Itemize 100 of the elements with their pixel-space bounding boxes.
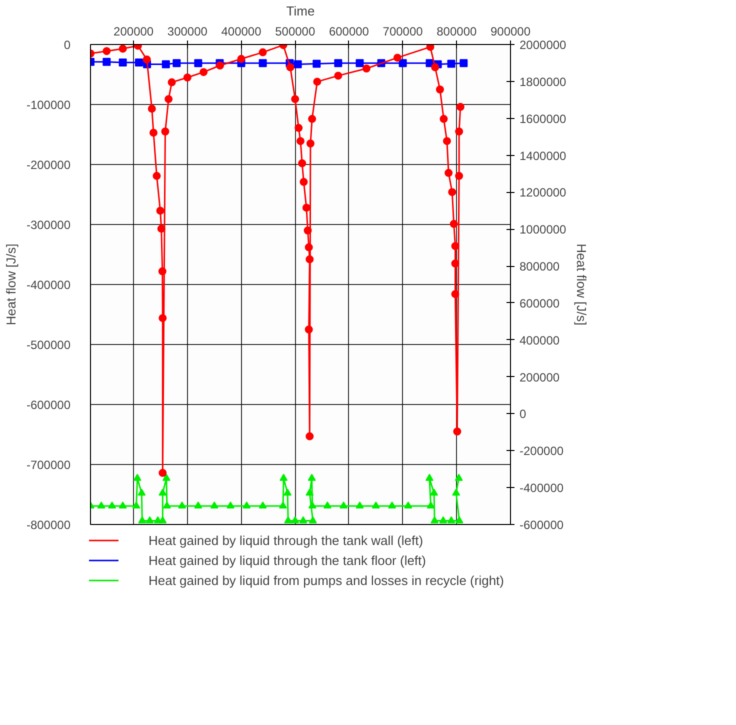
point xyxy=(425,474,434,481)
point xyxy=(294,124,303,132)
point xyxy=(306,255,314,264)
y2-tick-label: 200000 xyxy=(520,370,560,384)
point xyxy=(284,488,292,496)
point xyxy=(451,290,460,298)
y-tick-label: -600000 xyxy=(26,398,71,412)
point xyxy=(164,95,173,104)
point xyxy=(168,78,176,86)
point xyxy=(132,501,140,509)
point xyxy=(426,501,435,509)
point xyxy=(404,501,412,509)
y2-tick-label: -400000 xyxy=(520,481,564,496)
point xyxy=(430,516,439,524)
point xyxy=(158,314,167,322)
point xyxy=(279,501,287,509)
point xyxy=(226,501,234,509)
point xyxy=(313,78,322,86)
y2-tick-label: -200000 xyxy=(520,444,564,458)
point xyxy=(439,516,448,524)
point xyxy=(134,58,143,66)
point xyxy=(323,501,332,509)
legend-label: Heat gained by liquid from pumps and losses in recycle (right) xyxy=(148,572,504,588)
point xyxy=(178,501,186,509)
point xyxy=(306,432,314,440)
point xyxy=(242,501,251,509)
point xyxy=(286,63,294,72)
point xyxy=(306,140,314,148)
point xyxy=(118,58,127,66)
y2-tick-label: -600000 xyxy=(520,518,564,532)
point xyxy=(291,95,300,104)
point xyxy=(454,474,463,481)
point xyxy=(118,44,127,53)
point xyxy=(334,72,342,80)
point xyxy=(362,64,370,72)
point xyxy=(284,516,292,524)
point xyxy=(133,474,142,481)
point xyxy=(436,86,444,94)
point xyxy=(356,501,364,509)
x-tick-label: 700000 xyxy=(382,24,424,38)
point xyxy=(426,44,434,51)
point xyxy=(161,128,170,136)
x-tick-label: 900000 xyxy=(490,24,531,38)
point xyxy=(308,516,317,524)
legend-label: Heat gained by liquid through the tank floor (left) xyxy=(148,552,426,568)
point xyxy=(450,220,458,228)
point xyxy=(304,243,313,252)
point xyxy=(431,63,440,72)
y2-tick-label: 400000 xyxy=(520,333,560,348)
point xyxy=(162,474,170,481)
point xyxy=(216,62,224,70)
point xyxy=(158,488,167,496)
point xyxy=(258,501,267,509)
point xyxy=(455,172,464,180)
point xyxy=(102,47,111,56)
point xyxy=(97,501,106,509)
point xyxy=(298,159,306,168)
x-tick-label: 400000 xyxy=(221,24,262,38)
point xyxy=(291,516,300,524)
point xyxy=(304,226,312,234)
point xyxy=(308,474,316,481)
y2-tick-label: 1400000 xyxy=(520,148,567,163)
y2-tick-label: 1000000 xyxy=(520,222,567,237)
point xyxy=(451,242,460,250)
y-tick-label: -700000 xyxy=(26,458,71,472)
point xyxy=(299,516,308,524)
point xyxy=(442,137,451,146)
point xyxy=(162,501,171,509)
point xyxy=(455,128,464,136)
y2-tick-label: 1800000 xyxy=(520,74,567,89)
point xyxy=(302,204,310,212)
point xyxy=(388,501,396,509)
point xyxy=(158,468,167,477)
point xyxy=(280,474,288,481)
point xyxy=(460,59,468,68)
y2-tick-label: 1200000 xyxy=(520,186,567,200)
y2-tick-label: 800000 xyxy=(520,260,560,274)
y-tick-label: 0 xyxy=(64,38,71,52)
x-tick-label: 600000 xyxy=(328,24,370,38)
y-axis-title: Heat flow [J/s] xyxy=(3,244,18,326)
point xyxy=(430,488,438,496)
y-tick-label: -800000 xyxy=(26,518,71,532)
point xyxy=(294,60,302,68)
point xyxy=(452,488,460,496)
point xyxy=(138,516,146,524)
point xyxy=(306,488,314,496)
point xyxy=(194,59,202,68)
point xyxy=(304,326,313,334)
legend-label: Heat gained by liquid through the tank wall (left) xyxy=(148,532,424,548)
point xyxy=(334,59,342,68)
point xyxy=(308,501,316,509)
point xyxy=(158,267,166,276)
y-tick-label: -300000 xyxy=(26,218,71,232)
point xyxy=(455,516,464,524)
point xyxy=(148,104,156,113)
point xyxy=(356,59,364,68)
point xyxy=(158,516,167,524)
point xyxy=(300,178,308,186)
point xyxy=(237,54,246,63)
point xyxy=(451,260,460,268)
